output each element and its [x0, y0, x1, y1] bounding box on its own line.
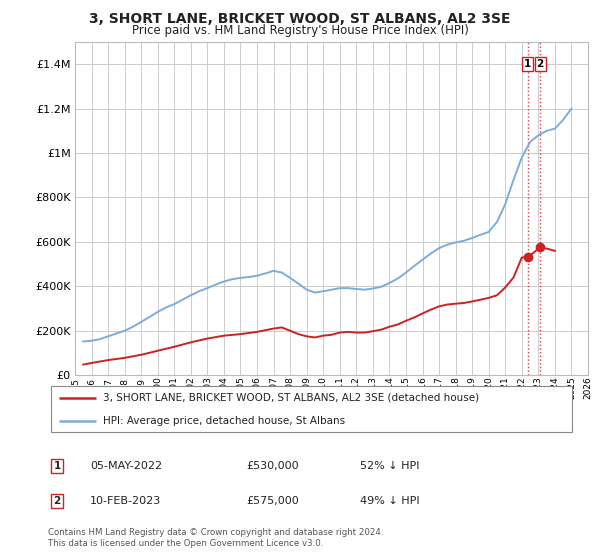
Text: 1: 1 — [524, 59, 531, 69]
Text: Price paid vs. HM Land Registry's House Price Index (HPI): Price paid vs. HM Land Registry's House … — [131, 24, 469, 36]
Text: £530,000: £530,000 — [246, 461, 299, 471]
Text: 05-MAY-2022: 05-MAY-2022 — [90, 461, 162, 471]
Text: 3, SHORT LANE, BRICKET WOOD, ST ALBANS, AL2 3SE: 3, SHORT LANE, BRICKET WOOD, ST ALBANS, … — [89, 12, 511, 26]
Text: Contains HM Land Registry data © Crown copyright and database right 2024.
This d: Contains HM Land Registry data © Crown c… — [48, 528, 383, 548]
Text: 3, SHORT LANE, BRICKET WOOD, ST ALBANS, AL2 3SE (detached house): 3, SHORT LANE, BRICKET WOOD, ST ALBANS, … — [103, 393, 479, 403]
Text: HPI: Average price, detached house, St Albans: HPI: Average price, detached house, St A… — [103, 416, 346, 426]
Text: 2: 2 — [536, 59, 544, 69]
Text: 10-FEB-2023: 10-FEB-2023 — [90, 496, 161, 506]
Text: 1: 1 — [53, 461, 61, 471]
Text: £575,000: £575,000 — [246, 496, 299, 506]
FancyBboxPatch shape — [50, 386, 572, 432]
Text: 52% ↓ HPI: 52% ↓ HPI — [360, 461, 419, 471]
Text: 2: 2 — [53, 496, 61, 506]
Text: 49% ↓ HPI: 49% ↓ HPI — [360, 496, 419, 506]
